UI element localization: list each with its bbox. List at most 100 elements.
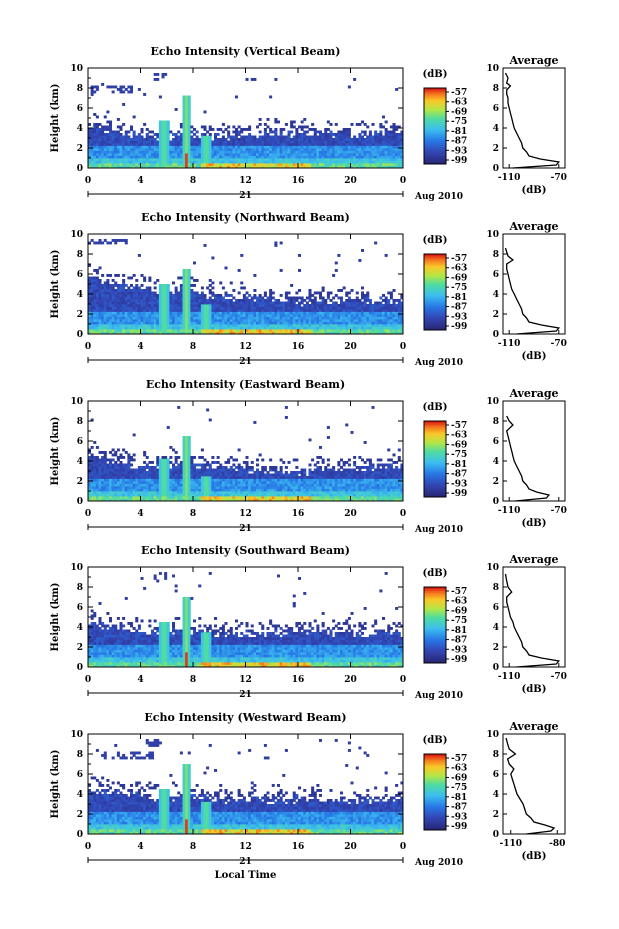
heatmap-cell [206,304,210,307]
heatmap-cell [179,473,183,477]
heatmap-cell [345,160,349,164]
heatmap-cell [185,105,189,109]
heatmap-cell [116,316,120,320]
heatmap-cell [93,160,97,164]
heatmap-cell [389,296,393,300]
heatmap-cell [161,289,165,292]
heatmap-cell [169,140,173,144]
heatmap-cell [114,291,118,295]
heatmap-cell [350,150,354,154]
heatmap-cell [261,326,265,330]
heatmap-cell [156,456,160,459]
heatmap-cell [382,145,386,149]
heatmap-cell [216,294,220,297]
heatmap-cell [137,329,141,332]
heatmap-cell [116,160,120,164]
heatmap-cell [395,145,399,149]
heatmap-cell [345,145,349,149]
heatmap-cell [313,158,317,161]
heatmap-cell [95,311,99,315]
heatmap-cell [135,138,139,141]
heatmap-cell [151,481,155,484]
heatmap-cell [340,143,344,146]
heatmap-cell [101,153,105,156]
heatmap-cell [106,279,110,282]
heatmap-cell [122,284,126,287]
heatmap-cell [195,321,199,325]
heatmap-cell [166,476,170,479]
heatmap-cell [305,324,309,327]
heatmap-cell [379,123,383,126]
heatmap-cell [98,158,102,161]
heatmap-cell [305,165,309,169]
heatmap-cell [337,148,341,151]
heatmap-cell [198,140,202,144]
heatmap-cell [200,163,204,166]
heatmap-cell [151,160,155,164]
heatmap-cell [337,321,341,325]
heatmap-cell [200,296,204,300]
heatmap-cell [392,299,396,302]
heatmap-cell [137,289,141,292]
heatmap-cell [153,309,157,312]
heatmap-cell [179,140,183,144]
heatmap-cell [216,306,220,310]
heatmap-cell [101,158,105,161]
heatmap-cell [200,311,204,315]
heatmap-cell [389,311,393,315]
heatmap-cell [277,148,281,151]
heatmap-cell [261,329,265,332]
heatmap-cell [232,155,236,159]
heatmap-cell [90,493,94,497]
heatmap-cell [145,321,149,325]
heatmap-cell [279,314,283,317]
heatmap-cell [258,301,262,305]
heatmap-cell [127,493,131,497]
heatmap-cell [161,145,165,149]
heatmap-cell [240,150,244,154]
heatmap-cell [250,311,254,315]
heatmap-cell [271,130,275,134]
heatmap-cell [111,496,115,499]
heatmap-cell [200,316,204,320]
heatmap-cell [279,311,283,315]
heatmap-cell [114,296,118,300]
heatmap-cell [308,296,312,300]
heatmap-cell [88,471,92,474]
heatmap-cell [321,158,325,161]
heatmap-cell [282,128,286,131]
heatmap-cell [292,314,296,317]
heatmap-cell [227,324,231,327]
heatmap-cell [145,304,149,307]
heatmap-cell [229,314,233,317]
colorbar-segment [424,89,446,93]
heatmap-cell [145,133,149,136]
heatmap-cell [371,153,375,156]
heatmap-cell [103,493,107,497]
heatmap-cell [240,254,244,257]
colorbar-segment [424,254,446,257]
heatmap-cell [353,321,357,325]
heatmap-cell [98,463,102,467]
heatmap-cell [135,294,139,297]
heatmap-cell [400,326,404,330]
heatmap-cell [135,143,139,146]
heatmap-cell [179,123,183,126]
heatmap-cell [172,143,176,146]
heatmap-cell [282,155,286,159]
heatmap-cell [316,145,320,149]
heatmap-cell [135,481,139,484]
heatmap-cell [287,304,291,307]
heatmap-cell [308,316,312,320]
heatmap-cell [237,316,241,320]
heatmap-cell [158,321,162,325]
heatmap-cell [119,496,123,499]
heatmap-cell [311,135,315,139]
y-tick-label: 4 [77,290,83,300]
heatmap-cell [158,309,162,312]
heatmap-cell [148,493,152,497]
heatmap-cell [88,296,92,300]
heatmap-cell [345,306,349,310]
heatmap-cell [271,150,275,154]
heatmap-cell [240,321,244,325]
